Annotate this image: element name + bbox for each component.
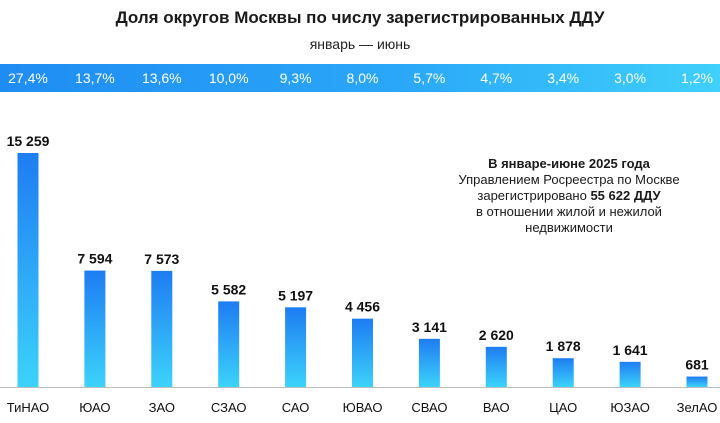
category-label: САО bbox=[282, 400, 310, 415]
value-label: 5 582 bbox=[211, 281, 246, 297]
bar-САО bbox=[285, 307, 307, 387]
category-label: ЮЗАО bbox=[610, 400, 649, 415]
share-percent-band: 27,4% 13,7% 13,6% 10,0% 9,3% 8,0% 5,7% 4,7% 3,4%… bbox=[0, 64, 720, 92]
share-percent-label: 13,6% bbox=[141, 70, 182, 86]
share-percent-label: 1,2% bbox=[681, 70, 713, 86]
annotation-line: Управлением Росреестра по Москве bbox=[458, 172, 680, 187]
bar-СЗАО bbox=[218, 301, 240, 387]
value-label: 7 594 bbox=[77, 251, 112, 267]
value-label: 2 620 bbox=[479, 327, 514, 343]
category-label: ЗАО bbox=[149, 400, 175, 415]
annotation-line: недвижимости bbox=[525, 220, 613, 235]
share-percent-label: 3,4% bbox=[547, 70, 580, 86]
category-label: ЗелАО bbox=[677, 400, 718, 415]
annotation-line: зарегистрировано bbox=[477, 188, 591, 203]
share-percent-label: 8,0% bbox=[346, 70, 379, 86]
category-label: СЗАО bbox=[211, 400, 247, 415]
value-label: 5 197 bbox=[278, 287, 313, 303]
category-label: ВАО bbox=[483, 400, 510, 415]
share-percent-label: 27,4% bbox=[8, 70, 48, 86]
bar-ТиНАО bbox=[17, 153, 39, 387]
category-label: ЮВАО bbox=[343, 400, 383, 415]
share-percent-label: 10,0% bbox=[208, 70, 249, 86]
bar-ЮЗАО bbox=[619, 361, 641, 387]
chart-title: Доля округов Москвы по числу зарегистрир… bbox=[115, 8, 605, 27]
category-label: ЮАО bbox=[79, 400, 110, 415]
share-percent-label: 13,7% bbox=[75, 70, 115, 86]
bar-ЮАО bbox=[84, 270, 106, 387]
share-percent-label: 3,0% bbox=[614, 70, 647, 86]
value-label: 1 878 bbox=[546, 338, 581, 354]
value-label: 1 641 bbox=[613, 342, 648, 358]
value-label: 15 259 bbox=[7, 133, 50, 149]
value-label: 7 573 bbox=[144, 251, 179, 267]
value-label: 3 141 bbox=[412, 319, 447, 335]
annotation-heading: В январе-июне 2025 года bbox=[488, 156, 650, 171]
share-percent-label: 5,7% bbox=[413, 70, 446, 86]
annotation-line: в отношении жилой и нежилой bbox=[476, 204, 662, 219]
value-label: 681 bbox=[685, 357, 709, 373]
bar-ЮВАО bbox=[352, 318, 373, 387]
bar-ВАО bbox=[485, 346, 507, 387]
share-percent-label: 4,7% bbox=[480, 70, 513, 86]
share-percent-label: 9,3% bbox=[279, 70, 312, 86]
bar-ЗАО bbox=[151, 270, 173, 387]
category-label: ЦАО bbox=[549, 400, 577, 415]
bar-ЦАО bbox=[552, 358, 574, 387]
summary-annotation: В январе-июне 2025 года Управлением Роср… bbox=[440, 156, 698, 236]
category-label: ТиНАО bbox=[7, 400, 50, 415]
bar-СВАО bbox=[418, 338, 440, 387]
chart-subtitle: январь — июнь bbox=[309, 36, 411, 52]
value-label: 4 456 bbox=[345, 299, 380, 315]
category-label: СВАО bbox=[411, 400, 447, 415]
bar-ЗелАО bbox=[686, 376, 708, 387]
annotation-total: 55 622 ДДУ bbox=[590, 188, 661, 203]
